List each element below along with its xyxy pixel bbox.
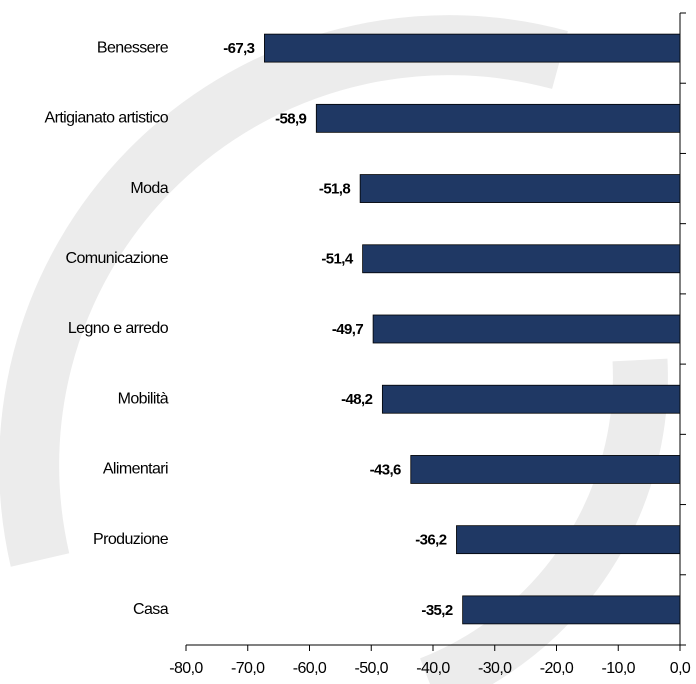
x-tick-label: -40,0 — [416, 660, 450, 677]
x-tick-label: -70,0 — [231, 660, 265, 677]
y-tick-label: Moda — [130, 180, 168, 197]
y-tick-label: Mobilità — [118, 390, 169, 407]
bar — [381, 384, 681, 414]
y-tick-label: Artigianato artistico — [45, 110, 169, 127]
x-tick-label: 0,0 — [670, 660, 691, 677]
watermark — [419, 358, 668, 684]
y-tick-label: Alimentari — [103, 461, 168, 478]
value-label: -51,8 — [319, 181, 350, 198]
bar — [315, 103, 681, 133]
x-tick-label: -50,0 — [355, 660, 389, 677]
value-label: -51,4 — [321, 251, 353, 268]
y-tick-label: Casa — [133, 601, 169, 618]
y-tick-label: Benessere — [97, 39, 169, 56]
y-tick-label: Legno e arredo — [68, 320, 169, 337]
x-tick-label: -80,0 — [169, 660, 203, 677]
value-label: -67,3 — [223, 40, 254, 57]
bar — [264, 33, 681, 63]
bar — [410, 455, 681, 484]
value-label: -48,2 — [341, 391, 372, 408]
value-label: -43,6 — [370, 461, 401, 478]
bar — [359, 174, 681, 203]
bar — [456, 525, 681, 555]
y-tick-label: Comunicazione — [66, 250, 169, 267]
y-tick-label: Produzione — [93, 531, 169, 548]
value-label: -35,2 — [421, 602, 452, 619]
x-tick-label: -20,0 — [540, 660, 574, 677]
x-tick-label: -60,0 — [293, 660, 327, 677]
value-label: -36,2 — [415, 532, 446, 549]
bar — [462, 595, 681, 625]
value-label: -58,9 — [275, 110, 306, 127]
x-tick-label: -30,0 — [478, 660, 512, 677]
bar — [362, 244, 681, 274]
x-tick-label: -10,0 — [602, 660, 636, 677]
bar — [372, 314, 681, 344]
value-label: -49,7 — [332, 321, 363, 338]
